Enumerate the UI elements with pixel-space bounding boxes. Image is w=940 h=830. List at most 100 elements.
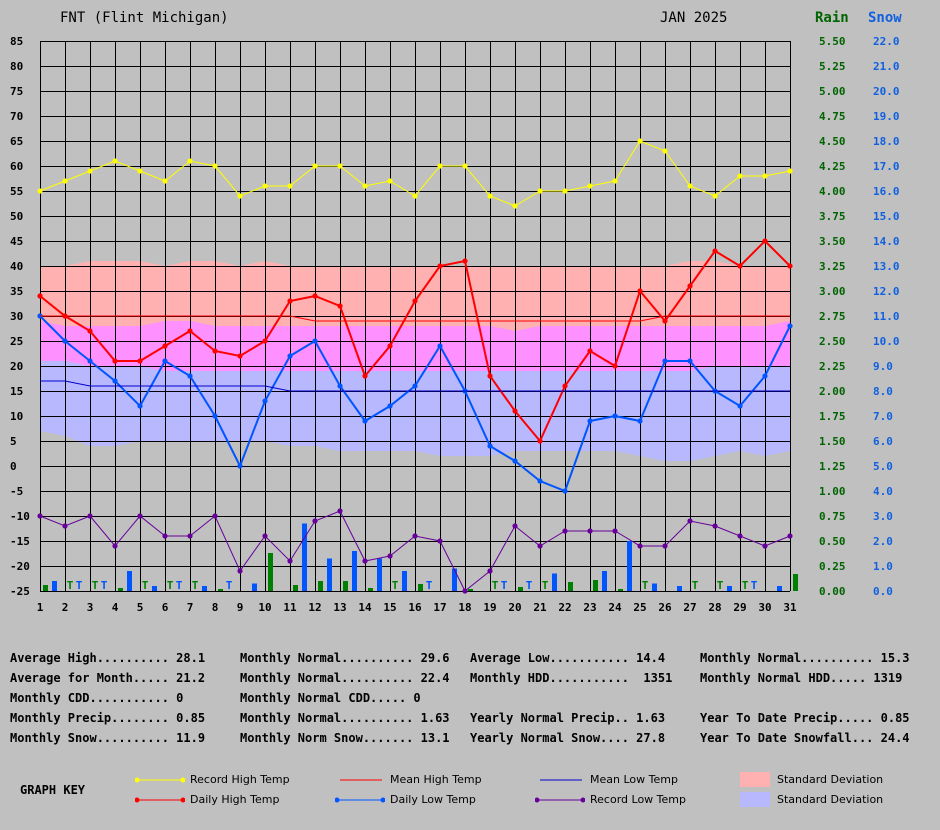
daily-low-temp-point [162,358,168,364]
day-tick-label: 18 [458,601,471,614]
rain-tick-label: 0.00 [819,585,846,598]
daily-low-temp-point [487,443,493,449]
record-high-temp-point [587,183,593,189]
daily-high-temp-point [87,328,93,334]
record-high-temp-point [337,163,343,169]
daily-high-temp-point [462,258,468,264]
station-title: FNT (Flint Michigan) [60,10,229,26]
day-tick-label: 28 [708,601,721,614]
record-low-temp-point [237,568,243,574]
rain-bar [568,582,573,591]
daily-high-temp-point [512,408,518,414]
mean-low-key-icon [540,779,582,781]
snow-bar [302,523,307,591]
temp-tick-label: 70 [10,110,23,123]
record-low-temp-point [337,508,343,514]
record-low-temp-point [687,518,693,524]
snow-tick-label: 3.0 [873,510,893,523]
daily-high-temp-point [437,263,443,269]
record-low-temp-point [112,543,118,549]
stat-yearly-normal-snow: Yearly Normal Snow.... 27.8 [470,731,666,745]
daily-high-temp-point [162,343,168,349]
temp-tick-label: 55 [10,185,23,198]
daily-high-key-label: Daily High Temp [190,793,280,806]
snow-bar [152,586,157,591]
snow-tick-label: 0.0 [873,585,893,598]
record-low-temp-point [762,543,768,549]
stat-monthly-precip: Monthly Precip........ 0.85 [10,711,206,725]
record-low-temp-point [462,588,468,594]
stat-monthly-normal-high: Monthly Normal.......... 29.6 [240,651,450,665]
record-high-temp-point [312,163,318,169]
rain-bar [218,589,223,591]
record-high-temp-point [462,163,468,169]
record-low-temp-point [787,533,793,539]
daily-high-temp-point [737,263,743,269]
temp-tick-label: -5 [10,485,23,498]
record-high-temp-point [637,138,643,144]
rain-bar [318,581,323,591]
record-low-temp-point [612,528,618,534]
record-high-temp-point [287,183,293,189]
stat-monthly-hdd: Monthly HDD........... 1351 [470,671,673,685]
daily-low-key-label: Daily Low Temp [390,793,476,806]
stat-ytd-snowfall: Year To Date Snowfall... 24.4 [700,731,910,745]
day-tick-label: 24 [608,601,622,614]
mean-high-key-icon [340,779,382,781]
mean-low-key-label: Mean Low Temp [590,773,678,786]
temp-tick-label: -20 [10,560,30,573]
record-low-temp-point [212,513,218,519]
record-high-temp-point [712,193,718,199]
record-low-temp-point [437,538,443,544]
snow-tick-label: 6.0 [873,435,893,448]
temp-tick-label: 45 [10,235,23,248]
snow-bar [777,586,782,591]
rain-bar [368,588,373,591]
rain-tick-label: 2.25 [819,360,846,373]
temp-tick-label: 20 [10,360,23,373]
rain-tick-label: 3.00 [819,285,846,298]
daily-low-temp-point [762,373,768,379]
record-high-temp-point [387,178,393,184]
snow-bar [327,558,332,591]
record-low-temp-point [87,513,93,519]
snow-tick-label: 21.0 [873,60,900,73]
stat-monthly-normal-avg: Monthly Normal.......... 22.4 [240,671,450,685]
snow-bar [252,583,257,591]
record-high-temp-point [662,148,668,154]
low-std-dev-key-label: Standard Deviation [777,793,884,806]
snow-bar [127,571,132,591]
snow-bar [552,573,557,591]
snow-tick-label: 8.0 [873,385,893,398]
rain-axis-title: Rain [815,10,849,26]
record-low-temp-point [487,568,493,574]
record-low-temp-point [662,543,668,549]
record-high-temp-point [262,183,268,189]
snow-tick-label: 12.0 [873,285,900,298]
snow-tick-label: 1.0 [873,560,893,573]
period-title: JAN 2025 [660,10,728,26]
stat-average-high: Average High.......... 28.1 [10,651,206,665]
snow-trace-mark: T [751,579,758,592]
daily-low-temp-point [212,413,218,419]
rain-trace-mark: T [167,579,174,592]
daily-low-temp-point [312,338,318,344]
snow-bar [627,541,632,591]
record-low-key-icon [535,797,585,803]
record-high-temp-point [237,193,243,199]
snow-bar [352,551,357,591]
daily-high-temp-point [137,358,143,364]
daily-high-temp-point [287,298,293,304]
day-tick-label: 23 [583,601,596,614]
snow-tick-label: 13.0 [873,260,900,273]
daily-low-temp-point [187,373,193,379]
day-tick-label: 31 [783,601,797,614]
snow-tick-label: 9.0 [873,360,893,373]
record-low-temp-point [137,513,143,519]
day-tick-label: 9 [237,601,244,614]
record-low-temp-point [312,518,318,524]
snow-tick-label: 18.0 [873,135,900,148]
daily-low-temp-point [287,353,293,359]
record-low-temp-point [737,533,743,539]
snow-bar [52,581,57,591]
